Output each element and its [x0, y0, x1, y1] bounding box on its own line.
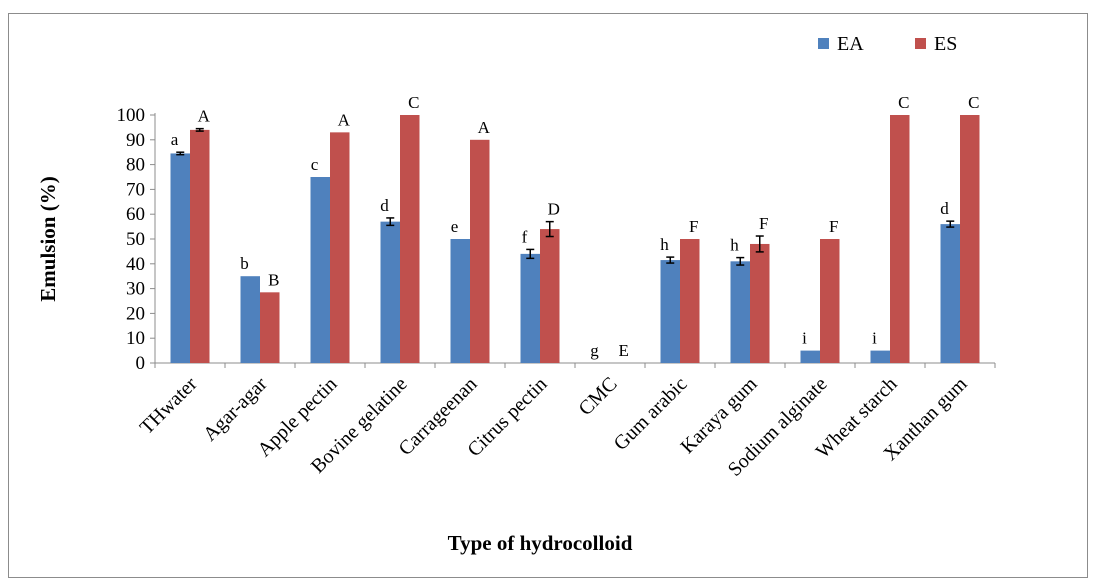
- significance-letter: g: [590, 341, 599, 360]
- bar-ea: [240, 276, 260, 363]
- significance-letter: d: [940, 199, 949, 218]
- significance-letter: A: [478, 118, 491, 137]
- bar-es: [260, 292, 280, 363]
- significance-letter: i: [872, 329, 877, 348]
- x-tick-label: CMC: [575, 373, 622, 420]
- y-tick-label: 20: [126, 303, 145, 324]
- bar-es: [540, 229, 560, 363]
- bar-ea: [380, 221, 400, 363]
- significance-letter: h: [660, 235, 669, 254]
- bar-ea: [520, 253, 540, 363]
- legend-label-ea: EA: [837, 33, 864, 55]
- bar-es: [820, 239, 840, 363]
- bar-ea: [310, 177, 330, 363]
- significance-letter: i: [802, 329, 807, 348]
- significance-letter: b: [240, 254, 249, 273]
- y-tick-label: 30: [126, 279, 145, 300]
- significance-letter: h: [730, 236, 739, 255]
- bar-ea: [800, 350, 820, 363]
- bar-ea: [170, 153, 190, 363]
- bar-es: [750, 243, 770, 363]
- x-tick-label: Agar-agar: [199, 373, 272, 446]
- significance-letter: F: [759, 214, 768, 233]
- bar-ea: [940, 224, 960, 363]
- bar-es: [330, 132, 350, 363]
- legend-swatch-ea: [818, 38, 829, 49]
- bar-ea: [730, 261, 750, 363]
- significance-letter: d: [380, 196, 389, 215]
- bar-es: [470, 139, 490, 363]
- significance-letter: A: [338, 110, 351, 129]
- significance-letter: F: [829, 217, 838, 236]
- significance-letter: C: [968, 93, 979, 112]
- bar-es: [890, 115, 910, 363]
- bar-ea: [870, 350, 890, 363]
- significance-letter: D: [548, 200, 560, 219]
- x-axis-label: Type of hydrocolloid: [448, 531, 633, 555]
- bar-ea: [450, 239, 470, 363]
- significance-letter: e: [451, 217, 459, 236]
- y-axis-label: Emulsion (%): [36, 176, 60, 301]
- x-tick-label: THwater: [136, 373, 202, 439]
- significance-letter: a: [171, 130, 179, 149]
- y-tick-label: 50: [126, 229, 145, 250]
- significance-letter: E: [619, 341, 629, 360]
- significance-letter: c: [311, 155, 319, 174]
- y-tick-label: 40: [126, 254, 145, 275]
- y-tick-label: 60: [126, 204, 145, 225]
- significance-letter: B: [268, 270, 279, 289]
- bar-es: [400, 115, 420, 363]
- y-tick-label: 80: [126, 155, 145, 176]
- error-bars: [176, 127, 955, 266]
- y-tick-label: 0: [136, 353, 146, 374]
- significance-letter: C: [898, 93, 909, 112]
- bar-es: [680, 239, 700, 363]
- legend-label-es: ES: [934, 33, 957, 55]
- y-tick-label: 70: [126, 179, 145, 200]
- bar-es: [960, 115, 980, 363]
- bar-ea: [660, 260, 680, 363]
- bar-es: [190, 129, 210, 363]
- axes: [150, 113, 996, 368]
- y-tick-label: 10: [126, 328, 145, 349]
- y-tick-label: 100: [117, 105, 146, 126]
- significance-letter: C: [408, 93, 419, 112]
- significance-letter: A: [198, 107, 211, 126]
- y-tick-label: 90: [126, 130, 145, 151]
- legend-swatch-es: [915, 38, 926, 49]
- significance-letter: f: [522, 227, 528, 246]
- bars: [170, 115, 980, 363]
- significance-letter: F: [689, 217, 698, 236]
- y-tick-labels: 0 10 20 30 40 50 60 70 80 90 100: [117, 105, 146, 374]
- legend: EA ES: [818, 33, 957, 55]
